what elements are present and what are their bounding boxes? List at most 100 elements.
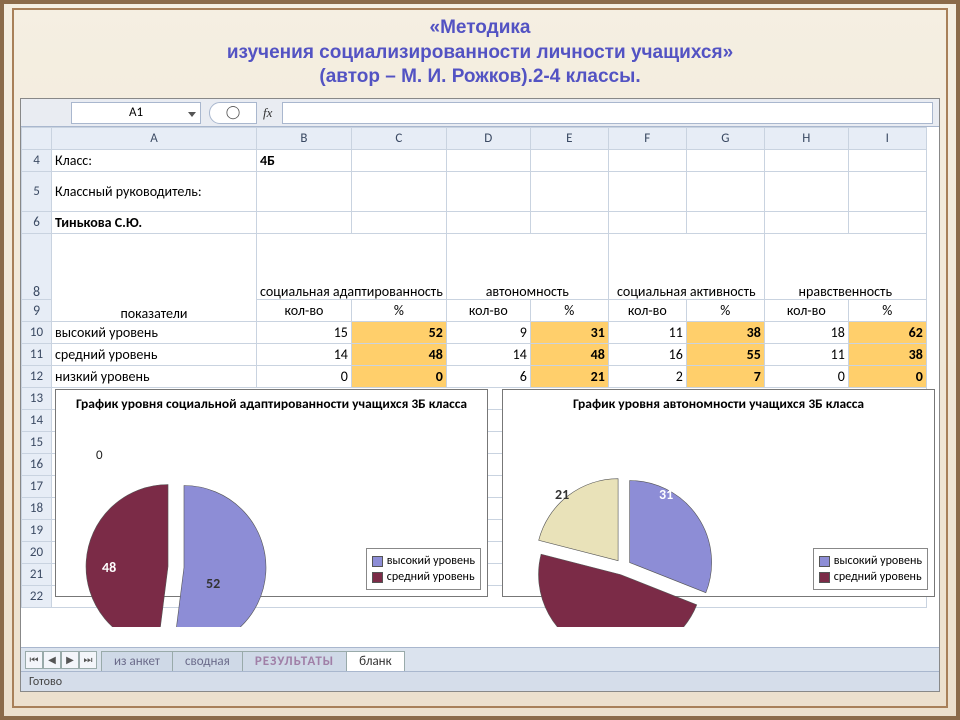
cell-value[interactable]: 38 <box>686 322 764 344</box>
row-header-6[interactable]: 6 <box>22 212 52 234</box>
chart-left[interactable]: График уровня социальной адаптированност… <box>55 389 488 597</box>
cell-value[interactable]: 0 <box>351 366 446 388</box>
sub-E[interactable]: % <box>530 300 608 322</box>
sheet-tab[interactable]: РЕЗУЛЬТАТЫ <box>242 651 347 671</box>
cell-B4[interactable]: 4Б <box>257 150 352 172</box>
row-header-14[interactable]: 14 <box>22 410 52 432</box>
group-auto[interactable]: автономность <box>446 234 608 300</box>
legend-label: средний уровень <box>387 570 475 584</box>
cell-A6[interactable]: Тинькова С.Ю. <box>52 212 257 234</box>
cell-value[interactable]: 18 <box>764 322 848 344</box>
group-adapt[interactable]: социальная адаптированность <box>257 234 447 300</box>
tab-next-icon[interactable]: ▶ <box>61 651 79 669</box>
cell-value[interactable]: 48 <box>351 344 446 366</box>
row-header-21[interactable]: 21 <box>22 564 52 586</box>
cell-value[interactable]: 31 <box>530 322 608 344</box>
cell-A4[interactable]: Класс: <box>52 150 257 172</box>
tab-prev-icon[interactable]: ◀ <box>43 651 61 669</box>
row-5[interactable]: 5 Классный руководитель: <box>22 172 927 212</box>
cell-value[interactable]: 6 <box>446 366 530 388</box>
swatch-icon <box>819 572 830 583</box>
status-bar: Готово <box>21 671 939 691</box>
row-header-17[interactable]: 17 <box>22 476 52 498</box>
cell-A8[interactable]: показатели <box>52 234 257 322</box>
row-header-5[interactable]: 5 <box>22 172 52 212</box>
tab-last-icon[interactable]: ⏭ <box>79 651 97 669</box>
table-row[interactable]: 12низкий уровень006212700 <box>22 366 927 388</box>
cell-A5[interactable]: Классный руководитель: <box>52 172 257 212</box>
row-header-9[interactable]: 9 <box>22 300 52 322</box>
cell-value[interactable]: 21 <box>530 366 608 388</box>
sheet-tab[interactable]: бланк <box>346 651 405 671</box>
cell-label[interactable]: средний уровень <box>52 344 257 366</box>
col-header-C[interactable]: C <box>351 128 446 150</box>
cell-value[interactable]: 14 <box>446 344 530 366</box>
cell-value[interactable]: 11 <box>608 322 686 344</box>
cell-value[interactable]: 7 <box>686 366 764 388</box>
sheet-tab[interactable]: сводная <box>172 651 243 671</box>
group-moral[interactable]: нравственность <box>764 234 926 300</box>
cell-label[interactable]: низкий уровень <box>52 366 257 388</box>
cell-value[interactable]: 38 <box>848 344 926 366</box>
cell-value[interactable]: 9 <box>446 322 530 344</box>
col-header-H[interactable]: H <box>764 128 848 150</box>
row-header-16[interactable]: 16 <box>22 454 52 476</box>
select-all-corner[interactable] <box>22 128 52 150</box>
col-header-G[interactable]: G <box>686 128 764 150</box>
tab-nav: ⏮ ◀ ▶ ⏭ <box>25 651 97 669</box>
chart-left-pie <box>66 457 286 632</box>
cell-value[interactable]: 52 <box>351 322 446 344</box>
cell-value[interactable]: 55 <box>686 344 764 366</box>
legend-label: средний уровень <box>834 570 922 584</box>
sub-I[interactable]: % <box>848 300 926 322</box>
row-header-20[interactable]: 20 <box>22 542 52 564</box>
row-header-12[interactable]: 12 <box>22 366 52 388</box>
cell-value[interactable]: 2 <box>608 366 686 388</box>
sub-G[interactable]: % <box>686 300 764 322</box>
grid-area[interactable]: A B C D E F G H I 4 Класс: 4Б <box>21 127 939 647</box>
group-activ[interactable]: социальная активность <box>608 234 764 300</box>
row-header-22[interactable]: 22 <box>22 586 52 608</box>
cell-value[interactable]: 0 <box>257 366 352 388</box>
table-row[interactable]: 10высокий уровень155293111381862 <box>22 322 927 344</box>
col-header-I[interactable]: I <box>848 128 926 150</box>
row-header-19[interactable]: 19 <box>22 520 52 542</box>
sub-B[interactable]: кол-во <box>257 300 352 322</box>
col-header-D[interactable]: D <box>446 128 530 150</box>
cell-value[interactable]: 48 <box>530 344 608 366</box>
row-6[interactable]: 6 Тинькова С.Ю. <box>22 212 927 234</box>
row-header-8[interactable]: 8 <box>22 234 52 300</box>
row-header-18[interactable]: 18 <box>22 498 52 520</box>
fx-button[interactable]: ◯ <box>209 102 257 124</box>
col-header-F[interactable]: F <box>608 128 686 150</box>
sheet-tab[interactable]: из анкет <box>101 651 173 671</box>
row-header-4[interactable]: 4 <box>22 150 52 172</box>
formula-input[interactable] <box>282 102 933 124</box>
col-header-A[interactable]: A <box>52 128 257 150</box>
row-header-13[interactable]: 13 <box>22 388 52 410</box>
row-header-11[interactable]: 11 <box>22 344 52 366</box>
cell-label[interactable]: высокий уровень <box>52 322 257 344</box>
cell-value[interactable]: 16 <box>608 344 686 366</box>
cell-value[interactable]: 62 <box>848 322 926 344</box>
row-header-15[interactable]: 15 <box>22 432 52 454</box>
row-4[interactable]: 4 Класс: 4Б <box>22 150 927 172</box>
sub-C[interactable]: % <box>351 300 446 322</box>
table-row[interactable]: 11средний уровень1448144816551138 <box>22 344 927 366</box>
cell-value[interactable]: 15 <box>257 322 352 344</box>
row-header-10[interactable]: 10 <box>22 322 52 344</box>
cell-value[interactable]: 0 <box>848 366 926 388</box>
col-header-E[interactable]: E <box>530 128 608 150</box>
row-8[interactable]: 8 показатели социальная адаптированность… <box>22 234 927 300</box>
cell-value[interactable]: 0 <box>764 366 848 388</box>
col-header-B[interactable]: B <box>257 128 352 150</box>
name-box[interactable]: A1 <box>71 102 201 124</box>
sub-D[interactable]: кол-во <box>446 300 530 322</box>
sheet-tab-bar: ⏮ ◀ ▶ ⏭ из анкетсводнаяРЕЗУЛЬТАТЫбланк <box>21 647 939 671</box>
cell-value[interactable]: 11 <box>764 344 848 366</box>
cell-value[interactable]: 14 <box>257 344 352 366</box>
sub-F[interactable]: кол-во <box>608 300 686 322</box>
chart-right[interactable]: График уровня автономности учащихся 3Б к… <box>502 389 935 597</box>
sub-H[interactable]: кол-во <box>764 300 848 322</box>
tab-first-icon[interactable]: ⏮ <box>25 651 43 669</box>
